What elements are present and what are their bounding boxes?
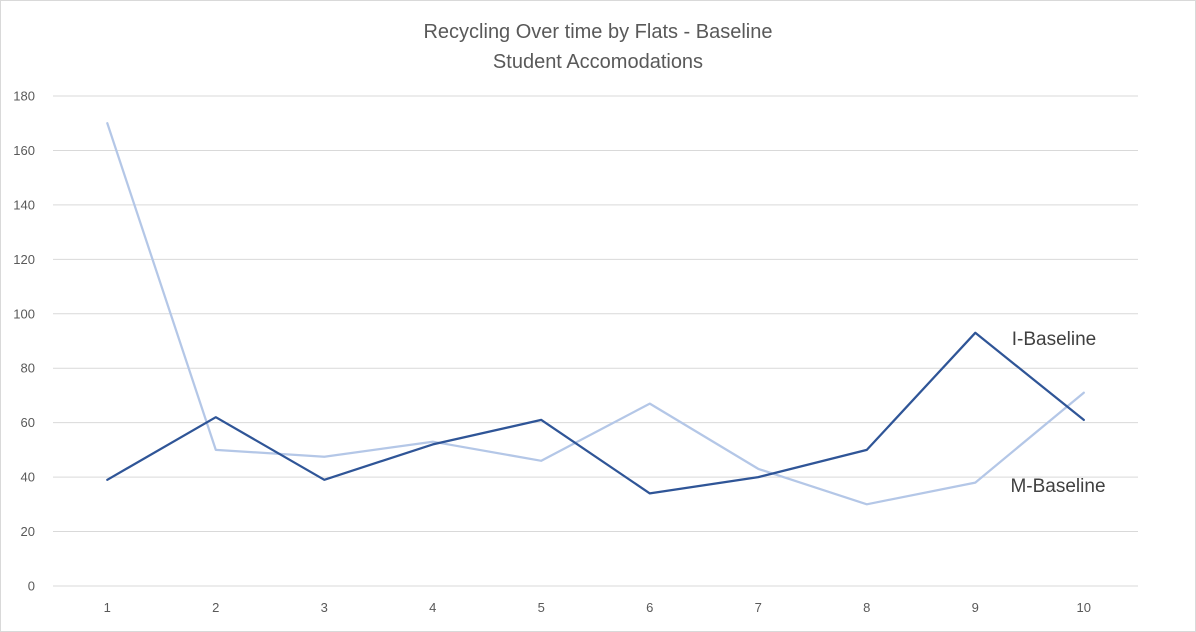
series-label-i-baseline: I-Baseline	[1012, 329, 1097, 350]
series-line-i-baseline	[106, 331, 1085, 495]
x-tick-label: 1	[104, 600, 111, 615]
series-line-m-baseline	[106, 122, 1085, 506]
y-axis-tick-labels: 0 20 40 60 80 100 120 140 160 180	[13, 89, 35, 594]
gridlines	[53, 95, 1138, 587]
series-labels: I-Baseline M-Baseline	[1010, 329, 1105, 497]
x-tick-label: 9	[972, 600, 979, 615]
y-tick-label: 20	[21, 524, 35, 539]
y-tick-label: 180	[13, 89, 35, 104]
y-tick-label: 0	[28, 579, 35, 594]
x-tick-label: 6	[646, 600, 653, 615]
series-lines	[106, 122, 1085, 506]
y-tick-label: 60	[21, 415, 35, 430]
y-tick-label: 140	[13, 197, 35, 212]
y-tick-label: 120	[13, 252, 35, 267]
y-tick-label: 80	[21, 361, 35, 376]
x-tick-label: 8	[863, 600, 870, 615]
y-tick-label: 100	[13, 306, 35, 321]
x-tick-label: 2	[212, 600, 219, 615]
x-tick-label: 3	[321, 600, 328, 615]
chart-subtitle: Student Accomodations	[493, 51, 703, 73]
x-tick-label: 10	[1077, 600, 1091, 615]
x-tick-label: 4	[429, 600, 436, 615]
x-axis-tick-labels: 1 2 3 4 5 6 7 8 9 10	[104, 600, 1091, 615]
y-tick-label: 40	[21, 470, 35, 485]
x-tick-label: 5	[538, 600, 545, 615]
x-tick-label: 7	[755, 600, 762, 615]
chart-title: Recycling Over time by Flats - Baseline	[423, 21, 772, 43]
y-tick-label: 160	[13, 143, 35, 158]
series-label-m-baseline: M-Baseline	[1010, 476, 1105, 497]
